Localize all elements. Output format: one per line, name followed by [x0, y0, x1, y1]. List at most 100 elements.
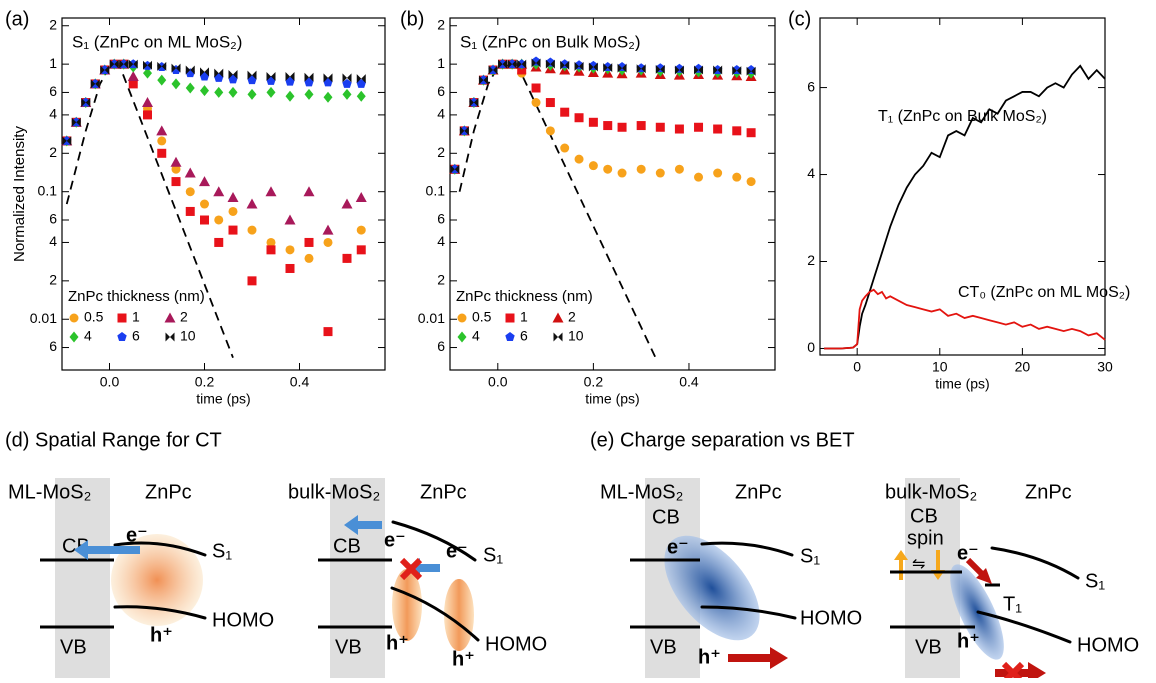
data-point [574, 154, 584, 164]
series-line [824, 288, 1106, 350]
y-tick-label: 6 [49, 211, 57, 227]
data-point [227, 192, 239, 203]
data-point [545, 126, 555, 136]
y-tick-label: 2 [437, 272, 445, 288]
data-point [732, 172, 742, 182]
hole-label: h⁺ [150, 624, 173, 646]
legend-label: 4 [84, 328, 92, 344]
exciton-cloud [392, 569, 422, 641]
homo-level [976, 610, 1072, 644]
data-point [636, 164, 646, 174]
legend-label: 2 [180, 309, 188, 325]
x-tick-label: 20 [1015, 359, 1031, 375]
data-point [119, 59, 129, 69]
chart-title: S₁ (ZnPc on ML MoS₂) [72, 32, 242, 51]
chart-title: S₁ (ZnPc on Bulk MoS₂) [460, 32, 641, 51]
cb-label: CB [910, 505, 938, 527]
data-point [304, 237, 314, 247]
data-point [478, 75, 488, 85]
data-point [228, 86, 238, 98]
data-point [285, 76, 295, 86]
vb-label: VB [650, 636, 677, 658]
legend-marker [164, 312, 176, 323]
data-point [128, 79, 138, 89]
transfer-arrow [965, 557, 985, 577]
blocked-mark [399, 557, 423, 581]
data-point [674, 164, 684, 174]
data-point [143, 110, 152, 120]
fit-line [65, 63, 234, 358]
data-point [450, 164, 460, 174]
data-point [560, 107, 570, 117]
data-point [185, 206, 195, 216]
data-point [157, 74, 167, 86]
x-tick-label: 0.0 [488, 374, 508, 390]
s1-level [990, 546, 1080, 580]
x-tick-label: 10 [932, 359, 948, 375]
homo-label: HOMO [212, 609, 274, 631]
data-point [655, 64, 665, 74]
data-point [265, 186, 277, 197]
data-point [617, 168, 627, 178]
exciton-cloud [444, 579, 474, 651]
y-tick-label: 1 [437, 55, 445, 71]
x-axis-label: time (ps) [585, 391, 639, 407]
data-point [341, 198, 353, 209]
legend-label: 1 [132, 309, 140, 325]
data-point [674, 65, 684, 75]
data-point [214, 215, 224, 225]
data-point [171, 63, 181, 73]
spin-arrow [894, 550, 908, 580]
data-point [655, 168, 665, 178]
y-tick-label: 6 [437, 338, 445, 354]
data-point [266, 245, 276, 255]
legend-marker [69, 331, 79, 343]
legend-marker [552, 312, 564, 323]
data-point [157, 148, 167, 158]
data-point [713, 168, 723, 178]
legend-marker [457, 313, 467, 323]
data-point [228, 206, 238, 216]
data-point [355, 192, 367, 203]
molecule-label: ZnPc [735, 481, 782, 503]
data-point [655, 122, 665, 132]
data-point [459, 126, 469, 136]
data-point [531, 83, 541, 93]
y-tick-label: 6 [49, 83, 57, 99]
y-tick-label: 2 [807, 252, 815, 268]
data-point [469, 98, 479, 108]
t1-label: T₁ [1003, 593, 1022, 615]
legend-label: 6 [520, 328, 528, 344]
x-tick-label: 0.4 [290, 374, 310, 390]
data-point [323, 91, 333, 103]
data-point [170, 156, 182, 167]
legend-marker [505, 313, 515, 323]
y-tick-label: 6 [49, 338, 57, 354]
electron-label: e⁻ [667, 536, 689, 558]
data-point [323, 237, 333, 247]
data-point [171, 164, 181, 174]
panel-label: (a) [5, 8, 29, 30]
data-point [732, 126, 742, 136]
data-point [214, 86, 224, 98]
s1-level [391, 520, 477, 562]
legend-marker [69, 313, 79, 323]
data-point [617, 63, 627, 73]
molecule-label: ZnPc [1025, 481, 1072, 503]
data-point [746, 66, 756, 76]
data-point [304, 88, 314, 100]
data-point [713, 65, 723, 75]
data-point [185, 65, 195, 75]
data-point [545, 59, 555, 69]
data-point [531, 58, 541, 68]
y-tick-label: 2 [49, 272, 57, 288]
data-point [713, 124, 723, 134]
data-point [62, 136, 72, 146]
electron-label: e⁻ [446, 540, 468, 562]
data-point [322, 224, 334, 235]
s1-label: S₁ [1085, 570, 1105, 592]
data-point [342, 253, 352, 263]
panel-label: (c) [788, 8, 811, 30]
legend-marker [553, 332, 563, 342]
plot-frame [449, 17, 776, 371]
